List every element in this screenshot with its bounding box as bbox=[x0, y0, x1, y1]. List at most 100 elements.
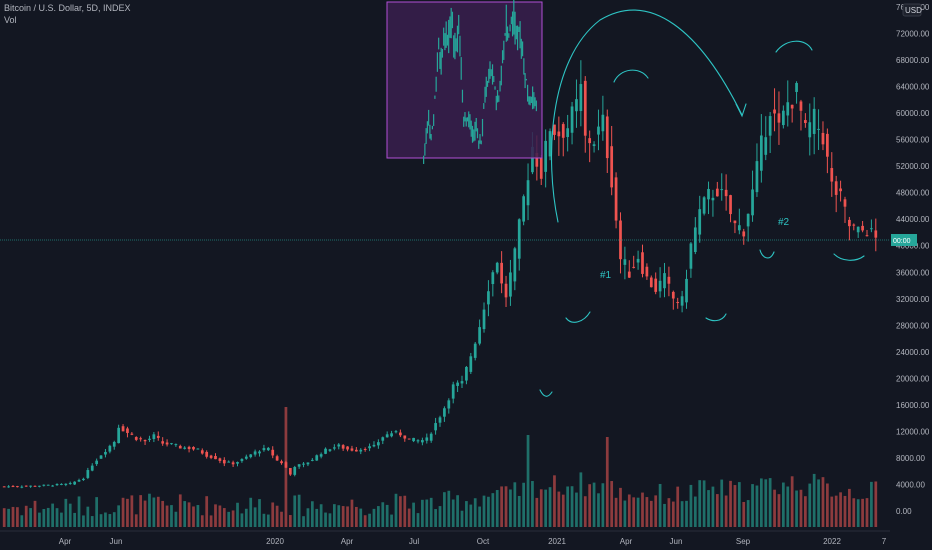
candle bbox=[544, 129, 548, 188]
volume-bar bbox=[99, 514, 103, 527]
volume-bar bbox=[262, 513, 266, 527]
candles bbox=[2, 60, 878, 489]
candle bbox=[337, 443, 341, 450]
volume-bar bbox=[11, 506, 15, 527]
volume-bar bbox=[266, 514, 270, 527]
volume-bar bbox=[451, 499, 455, 527]
volume-bar bbox=[130, 495, 134, 527]
annotation-base-1 bbox=[565, 311, 591, 323]
volume-bar bbox=[693, 496, 697, 527]
volume-bar bbox=[332, 504, 336, 527]
candle bbox=[11, 485, 15, 488]
candle bbox=[399, 429, 402, 438]
candle bbox=[654, 272, 658, 295]
volume-bar bbox=[20, 515, 24, 527]
volume-bar bbox=[82, 515, 85, 527]
volume-bar bbox=[786, 486, 790, 527]
volume-bar bbox=[861, 498, 864, 527]
volume-bar bbox=[310, 501, 314, 527]
candle bbox=[645, 263, 649, 280]
volume-bar bbox=[645, 497, 649, 527]
candle bbox=[870, 219, 873, 233]
candle bbox=[557, 116, 561, 156]
candle bbox=[38, 485, 41, 488]
candle bbox=[143, 439, 147, 446]
volume-bar bbox=[156, 496, 160, 527]
volume-bar bbox=[627, 494, 631, 527]
candle bbox=[671, 290, 675, 310]
volume-bar bbox=[55, 508, 59, 527]
annotation-label-2: #2 bbox=[778, 217, 790, 228]
volume-bar bbox=[196, 505, 200, 527]
candle bbox=[473, 341, 477, 361]
volume-bar bbox=[302, 516, 305, 527]
candle bbox=[266, 446, 270, 452]
volume-bar bbox=[685, 500, 688, 527]
volume-bar bbox=[795, 490, 798, 527]
volume-bar bbox=[372, 508, 376, 527]
volume-bar bbox=[456, 495, 459, 527]
volume-bar bbox=[517, 495, 521, 527]
volume-bar bbox=[487, 496, 490, 527]
candle bbox=[579, 60, 583, 127]
volume-bar bbox=[817, 479, 820, 527]
candle bbox=[632, 255, 636, 269]
candle bbox=[592, 141, 596, 153]
volume-bar bbox=[425, 499, 429, 527]
candle bbox=[856, 226, 860, 238]
volume-bar bbox=[848, 488, 851, 527]
volume-bar bbox=[121, 497, 125, 527]
volume-bar bbox=[702, 480, 706, 527]
volume-bar bbox=[870, 481, 873, 527]
candle bbox=[156, 431, 160, 441]
volume-bar bbox=[253, 507, 257, 527]
hand-drawn-annotations bbox=[539, 9, 865, 397]
candle bbox=[165, 439, 169, 447]
volume-bar bbox=[429, 497, 433, 527]
candle bbox=[258, 450, 261, 457]
volume-bar bbox=[288, 515, 292, 527]
volume-bar bbox=[227, 511, 231, 527]
candle bbox=[152, 432, 156, 443]
volume-bar bbox=[768, 478, 772, 527]
candle bbox=[222, 457, 226, 467]
candle bbox=[306, 462, 310, 467]
volume-bar bbox=[275, 505, 279, 527]
volume-bar bbox=[478, 506, 481, 527]
candle bbox=[117, 424, 121, 444]
candle bbox=[16, 485, 19, 488]
currency-badge[interactable]: USD bbox=[905, 6, 922, 15]
volume-bar bbox=[583, 496, 587, 527]
volume-bar bbox=[495, 490, 499, 527]
candle bbox=[33, 485, 37, 487]
volume-bar bbox=[200, 515, 204, 527]
candle bbox=[768, 112, 772, 154]
volume-bar bbox=[293, 495, 297, 527]
candle bbox=[236, 461, 239, 467]
volume-bar bbox=[381, 502, 385, 527]
volume-bar bbox=[773, 489, 776, 527]
volume-bar bbox=[667, 498, 671, 527]
annotation-peak-cap-1 bbox=[613, 69, 649, 83]
volume-bar bbox=[407, 508, 411, 527]
volume-bar bbox=[632, 497, 636, 527]
last-price-marker-bg bbox=[891, 234, 917, 246]
candle bbox=[680, 290, 684, 313]
candle bbox=[781, 105, 785, 129]
candle bbox=[689, 242, 693, 278]
volume-bar bbox=[108, 514, 112, 527]
candle bbox=[874, 218, 878, 252]
candle bbox=[73, 481, 76, 486]
candle bbox=[495, 261, 499, 275]
price-tick-label: 44000.00 bbox=[896, 215, 930, 224]
candle bbox=[478, 319, 481, 346]
volume-bar bbox=[51, 503, 54, 527]
candle bbox=[68, 481, 72, 485]
volume-bar bbox=[104, 512, 107, 527]
candle bbox=[614, 172, 618, 229]
volume-bar bbox=[165, 505, 169, 527]
volume-bar bbox=[368, 513, 371, 527]
volume-bar bbox=[236, 502, 239, 527]
volume-bar bbox=[707, 490, 710, 527]
